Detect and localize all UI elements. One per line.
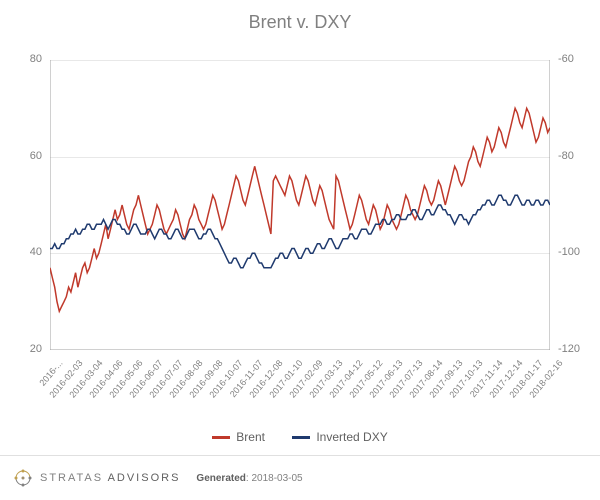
legend-label: Inverted DXY xyxy=(316,430,387,444)
series-inverted-dxy xyxy=(50,195,550,267)
logo-icon xyxy=(12,467,34,489)
y-tick-left: 20 xyxy=(2,343,42,355)
chart-svg xyxy=(50,60,550,350)
y-tick-right: -100 xyxy=(558,246,598,258)
legend-item-dxy: Inverted DXY xyxy=(292,430,387,444)
logo-text: STRATAS ADVISORS xyxy=(40,472,180,484)
y-tick-right: -120 xyxy=(558,343,598,355)
chart-plot-area: 20406080 -120-100-80-60 2016-...2016-02-… xyxy=(50,60,550,350)
chart-container: Brent v. DXY 20406080 -120-100-80-60 201… xyxy=(0,0,600,500)
footer: STRATAS ADVISORS Generated: 2018-03-05 xyxy=(0,455,600,500)
logo: STRATAS ADVISORS xyxy=(12,467,180,489)
y-tick-left: 80 xyxy=(2,53,42,65)
series-brent xyxy=(50,108,550,311)
chart-title: Brent v. DXY xyxy=(0,0,600,33)
legend-item-brent: Brent xyxy=(212,430,265,444)
y-tick-right: -60 xyxy=(558,53,598,65)
legend: Brent Inverted DXY xyxy=(0,430,600,444)
y-tick-right: -80 xyxy=(558,150,598,162)
legend-swatch xyxy=(212,436,230,439)
legend-swatch xyxy=(292,436,310,439)
y-tick-left: 60 xyxy=(2,150,42,162)
generated-text: Generated: 2018-03-05 xyxy=(196,473,302,484)
y-tick-left: 40 xyxy=(2,246,42,258)
legend-label: Brent xyxy=(236,430,265,444)
